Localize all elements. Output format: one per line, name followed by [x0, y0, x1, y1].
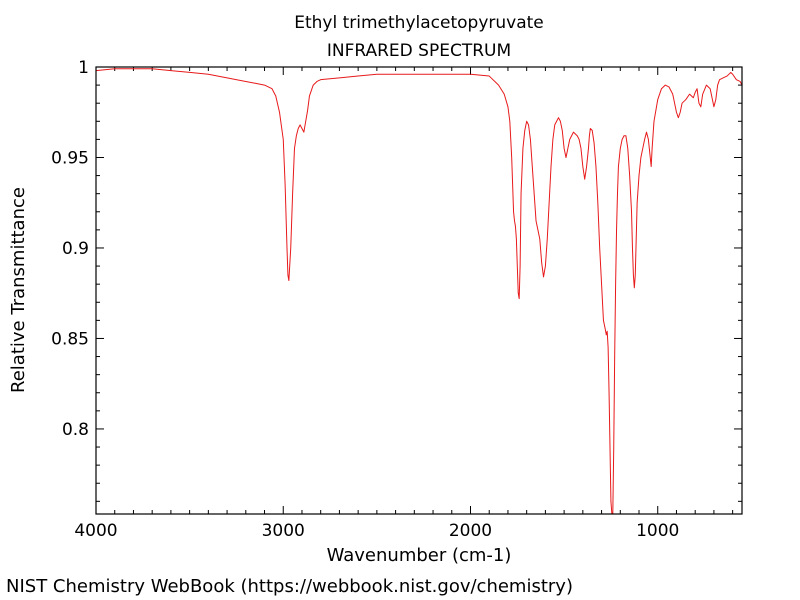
- transmittance-line: [95, 68, 743, 515]
- x-tick-label: 1000: [636, 521, 679, 541]
- y-axis-label: Relative Transmittance: [8, 187, 29, 393]
- y-tick-label: 0.95: [51, 148, 89, 168]
- y-tick-label: 0.9: [62, 239, 89, 259]
- x-tick-label: 2000: [449, 521, 492, 541]
- y-tick-label: 0.85: [51, 329, 89, 349]
- y-tick-label: 1: [78, 58, 89, 78]
- y-tick-label: 0.8: [62, 420, 89, 440]
- footer-credit: NIST Chemistry WebBook (https://webbook.…: [6, 576, 573, 597]
- x-tick-label: 4000: [74, 521, 117, 541]
- chart-subtitle: INFRARED SPECTRUM: [327, 41, 511, 61]
- x-axis-label: Wavenumber (cm-1): [327, 545, 512, 566]
- plot-frame: [95, 66, 743, 515]
- x-tick-label: 3000: [262, 521, 305, 541]
- chart-title: Ethyl trimethylacetopyruvate: [294, 13, 544, 33]
- y-axis: 1 0.95 0.9 0.85 0.8: [51, 58, 742, 502]
- x-axis: 4000 3000 2000 1000: [74, 67, 734, 541]
